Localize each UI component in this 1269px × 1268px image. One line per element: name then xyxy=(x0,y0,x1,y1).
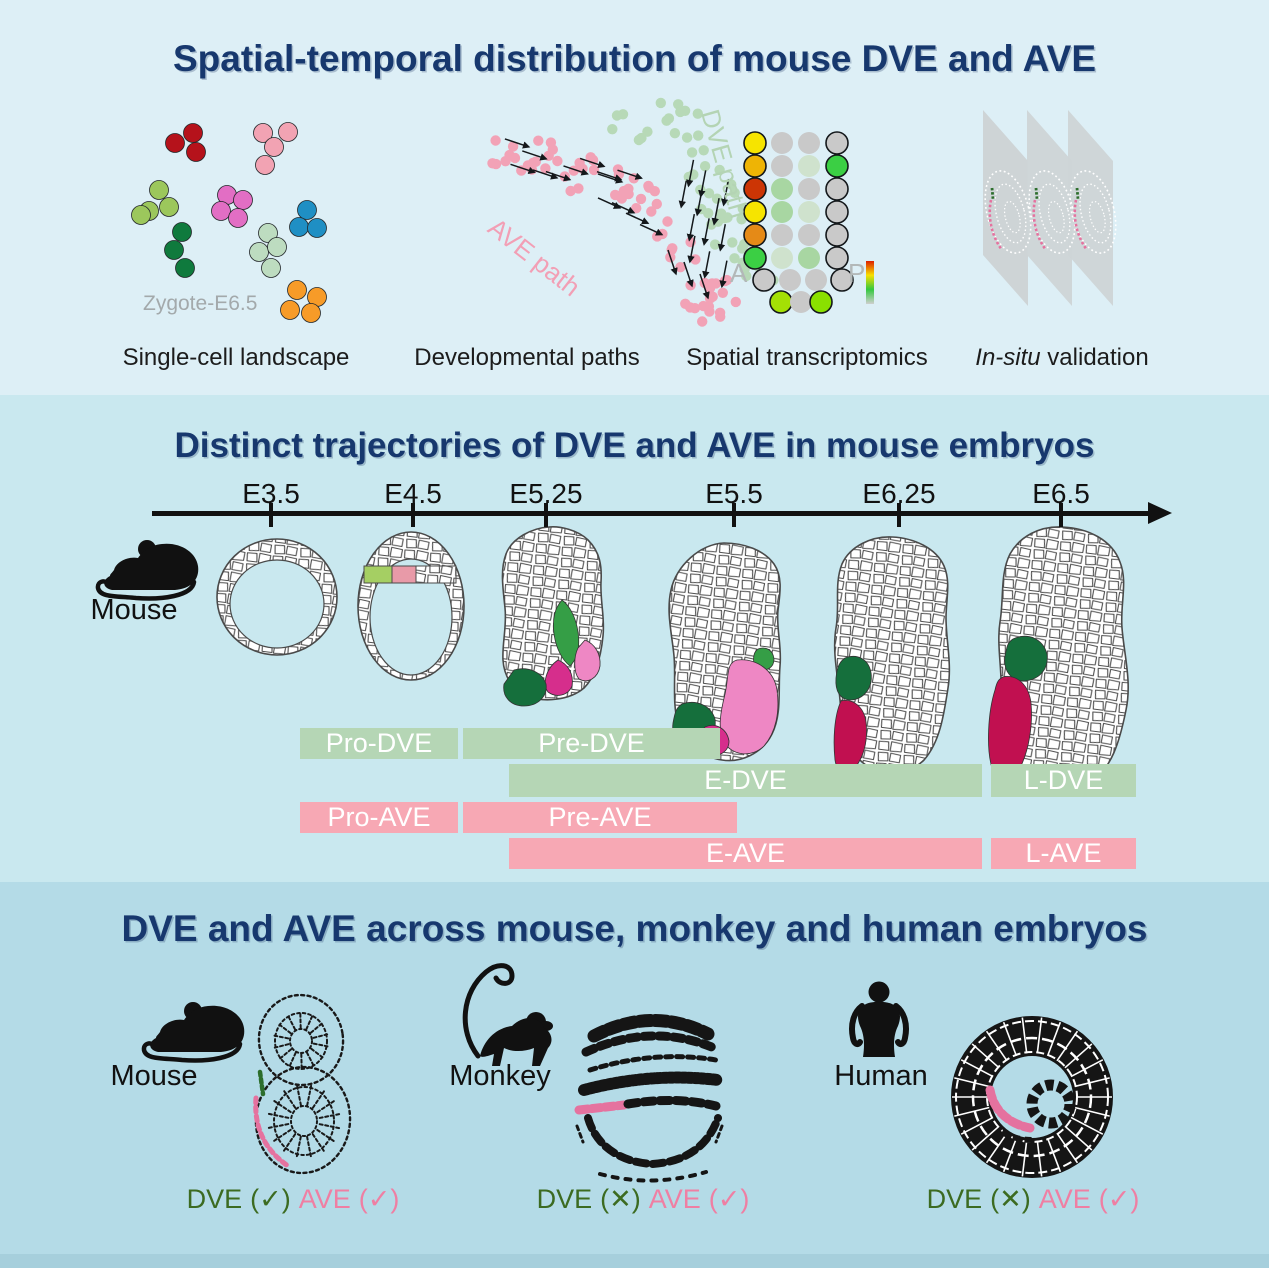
stage-bar-e-dve: E-DVE xyxy=(509,764,982,797)
caption-spatial-transcriptomics: Spatial transcriptomics xyxy=(686,344,928,371)
stage-bar-pre-dve: Pre-DVE xyxy=(463,728,720,759)
stage-bar-e-ave: E-AVE xyxy=(509,838,982,869)
timeline-stage-label: E3.5 xyxy=(242,478,300,509)
insitu-rest: validation xyxy=(1040,344,1149,371)
stage-bar-l-ave: L-AVE xyxy=(991,838,1136,869)
status-part: (✓) xyxy=(250,1184,291,1214)
middle-title: Distinct trajectories of DVE and AVE in … xyxy=(174,426,1095,465)
timeline-tick xyxy=(269,503,273,527)
timeline-stage-label: E6.25 xyxy=(862,478,936,509)
status-part: AVE xyxy=(648,1184,701,1214)
status-part: AVE xyxy=(1038,1184,1091,1214)
timeline-tick xyxy=(732,503,736,527)
timeline-arrowhead xyxy=(1148,502,1172,524)
species-label-human: Human xyxy=(834,1060,928,1092)
status-monkey: DVE (✕) AVE (✓) xyxy=(533,1184,754,1215)
footer-strip xyxy=(0,1254,1269,1268)
status-part: AVE xyxy=(298,1184,351,1214)
timeline-tick xyxy=(411,503,415,527)
status-part: (✓) xyxy=(708,1184,750,1214)
timeline-tick xyxy=(544,503,548,527)
top-title: Spatial-temporal distribution of mouse D… xyxy=(172,38,1097,79)
caption-developmental-paths: Developmental paths xyxy=(414,344,640,371)
timeline-stage-label: E4.5 xyxy=(384,478,442,509)
stage-range-note: Zygote-E6.5 xyxy=(143,292,258,315)
timeline-stage-label: E5.5 xyxy=(705,478,763,509)
status-part: DVE xyxy=(926,1184,983,1214)
status-human: DVE (✕) AVE (✓) xyxy=(923,1184,1144,1215)
timeline-tick xyxy=(1059,503,1063,527)
caption-single-cell: Single-cell landscape xyxy=(122,344,350,371)
status-part: (✓) xyxy=(1098,1184,1140,1214)
timeline-stage-label: E5.25 xyxy=(509,478,583,509)
species-label-mouse: Mouse xyxy=(110,1060,198,1092)
status-part: (✕) xyxy=(600,1184,641,1214)
species-label-mouse: Mouse xyxy=(90,594,178,626)
status-part: (✓) xyxy=(358,1184,400,1214)
anterior-label: A xyxy=(730,258,748,288)
timeline-axis xyxy=(152,511,1152,516)
timeline-stage-label: E6.5 xyxy=(1032,478,1090,509)
stage-bar-pro-dve: Pro-DVE xyxy=(300,728,458,759)
species-label-monkey: Monkey xyxy=(449,1060,551,1092)
timeline-tick xyxy=(897,503,901,527)
bottom-title: DVE and AVE across mouse, monkey and hum… xyxy=(121,908,1148,949)
status-part: DVE xyxy=(536,1184,593,1214)
caption-insitu-validation: In-situ validation xyxy=(975,344,1148,372)
insitu-italic: In-situ xyxy=(975,344,1041,371)
stage-bar-l-dve: L-DVE xyxy=(991,764,1136,797)
stage-bar-pre-ave: Pre-AVE xyxy=(463,802,737,833)
stage-bar-pro-ave: Pro-AVE xyxy=(300,802,458,833)
status-part: DVE xyxy=(186,1184,243,1214)
posterior-label: P xyxy=(848,258,866,288)
status-part: (✕) xyxy=(990,1184,1031,1214)
status-mouse: DVE (✓) AVE (✓) xyxy=(183,1184,404,1215)
